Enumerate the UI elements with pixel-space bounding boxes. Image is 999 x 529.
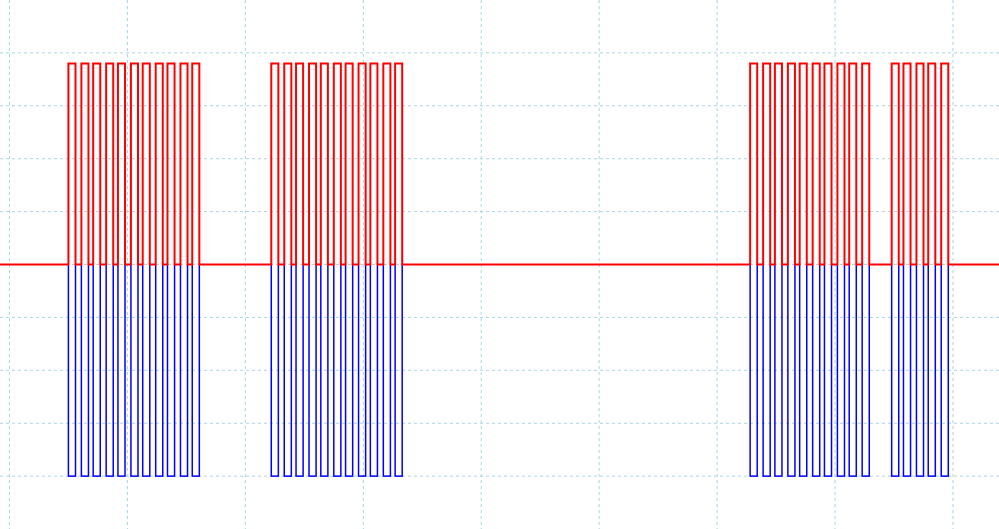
trace <box>0 62 999 266</box>
